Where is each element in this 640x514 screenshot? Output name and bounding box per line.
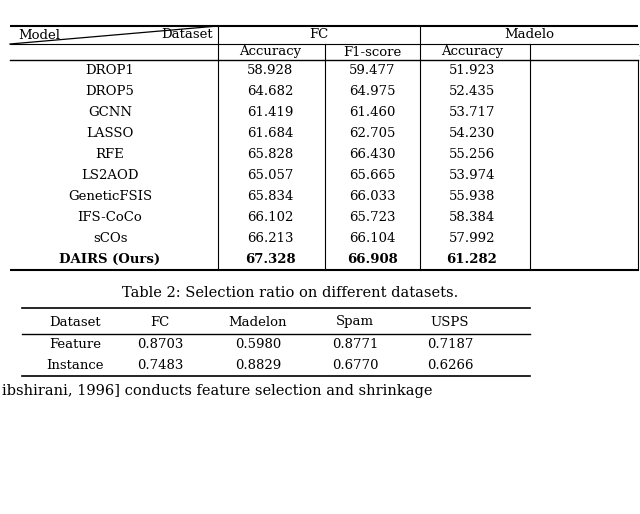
Text: 61.282: 61.282	[447, 253, 497, 266]
Text: 65.057: 65.057	[247, 169, 293, 182]
Text: 0.6266: 0.6266	[427, 359, 473, 372]
Text: LASSO: LASSO	[86, 127, 134, 140]
Text: Madelo: Madelo	[504, 28, 554, 42]
Text: 58.928: 58.928	[247, 64, 293, 77]
Text: 53.717: 53.717	[449, 106, 495, 119]
Text: 64.975: 64.975	[349, 85, 396, 98]
Text: 0.7483: 0.7483	[137, 359, 183, 372]
Text: Madelon: Madelon	[228, 316, 287, 328]
Text: Dataset: Dataset	[161, 28, 213, 41]
Text: 0.8829: 0.8829	[235, 359, 281, 372]
Text: 54.230: 54.230	[449, 127, 495, 140]
Text: Dataset: Dataset	[49, 316, 101, 328]
Text: Table 2: Selection ratio on different datasets.: Table 2: Selection ratio on different da…	[122, 286, 458, 300]
Text: 61.684: 61.684	[247, 127, 293, 140]
Text: 55.938: 55.938	[449, 190, 495, 203]
Text: 61.419: 61.419	[247, 106, 293, 119]
Text: ibshirani, 1996] conducts feature selection and shrinkage: ibshirani, 1996] conducts feature select…	[2, 384, 433, 398]
Text: DROP1: DROP1	[86, 64, 134, 77]
Text: 66.908: 66.908	[347, 253, 397, 266]
Text: Feature: Feature	[49, 338, 101, 351]
Text: DAIRS (Ours): DAIRS (Ours)	[60, 253, 161, 266]
Text: 66.430: 66.430	[349, 148, 396, 161]
Text: 67.328: 67.328	[244, 253, 295, 266]
Text: F: F	[638, 46, 640, 59]
Text: sCOs: sCOs	[93, 232, 127, 245]
Text: GeneticFSIS: GeneticFSIS	[68, 190, 152, 203]
Text: Model: Model	[18, 29, 60, 42]
Text: 65.723: 65.723	[349, 211, 396, 224]
Text: 64.682: 64.682	[247, 85, 293, 98]
Text: 65.828: 65.828	[247, 148, 293, 161]
Text: 58.384: 58.384	[449, 211, 495, 224]
Text: 66.104: 66.104	[349, 232, 395, 245]
Text: USPS: USPS	[431, 316, 469, 328]
Text: Accuracy: Accuracy	[441, 46, 503, 59]
Text: GCNN: GCNN	[88, 106, 132, 119]
Text: 0.8703: 0.8703	[137, 338, 183, 351]
Text: 66.033: 66.033	[349, 190, 396, 203]
Text: FC: FC	[150, 316, 170, 328]
Text: 59.477: 59.477	[349, 64, 396, 77]
Text: 0.6770: 0.6770	[332, 359, 378, 372]
Text: 57.992: 57.992	[449, 232, 495, 245]
Text: F1-score: F1-score	[343, 46, 401, 59]
Text: 0.7187: 0.7187	[427, 338, 473, 351]
Text: 65.834: 65.834	[247, 190, 293, 203]
Text: 55.256: 55.256	[449, 148, 495, 161]
Text: Accuracy: Accuracy	[239, 46, 301, 59]
Text: RFE: RFE	[95, 148, 124, 161]
Text: 66.213: 66.213	[247, 232, 293, 245]
Text: FC: FC	[309, 28, 328, 42]
Text: Instance: Instance	[46, 359, 104, 372]
Text: 62.705: 62.705	[349, 127, 395, 140]
Text: DROP5: DROP5	[86, 85, 134, 98]
Text: 66.102: 66.102	[247, 211, 293, 224]
Text: 0.8771: 0.8771	[332, 338, 378, 351]
Text: LS2AOD: LS2AOD	[81, 169, 139, 182]
Text: IFS-CoCo: IFS-CoCo	[77, 211, 142, 224]
Text: 52.435: 52.435	[449, 85, 495, 98]
Text: 53.974: 53.974	[449, 169, 495, 182]
Text: Spam: Spam	[336, 316, 374, 328]
Text: 51.923: 51.923	[449, 64, 495, 77]
Text: 61.460: 61.460	[349, 106, 395, 119]
Text: 65.665: 65.665	[349, 169, 396, 182]
Text: 0.5980: 0.5980	[235, 338, 281, 351]
